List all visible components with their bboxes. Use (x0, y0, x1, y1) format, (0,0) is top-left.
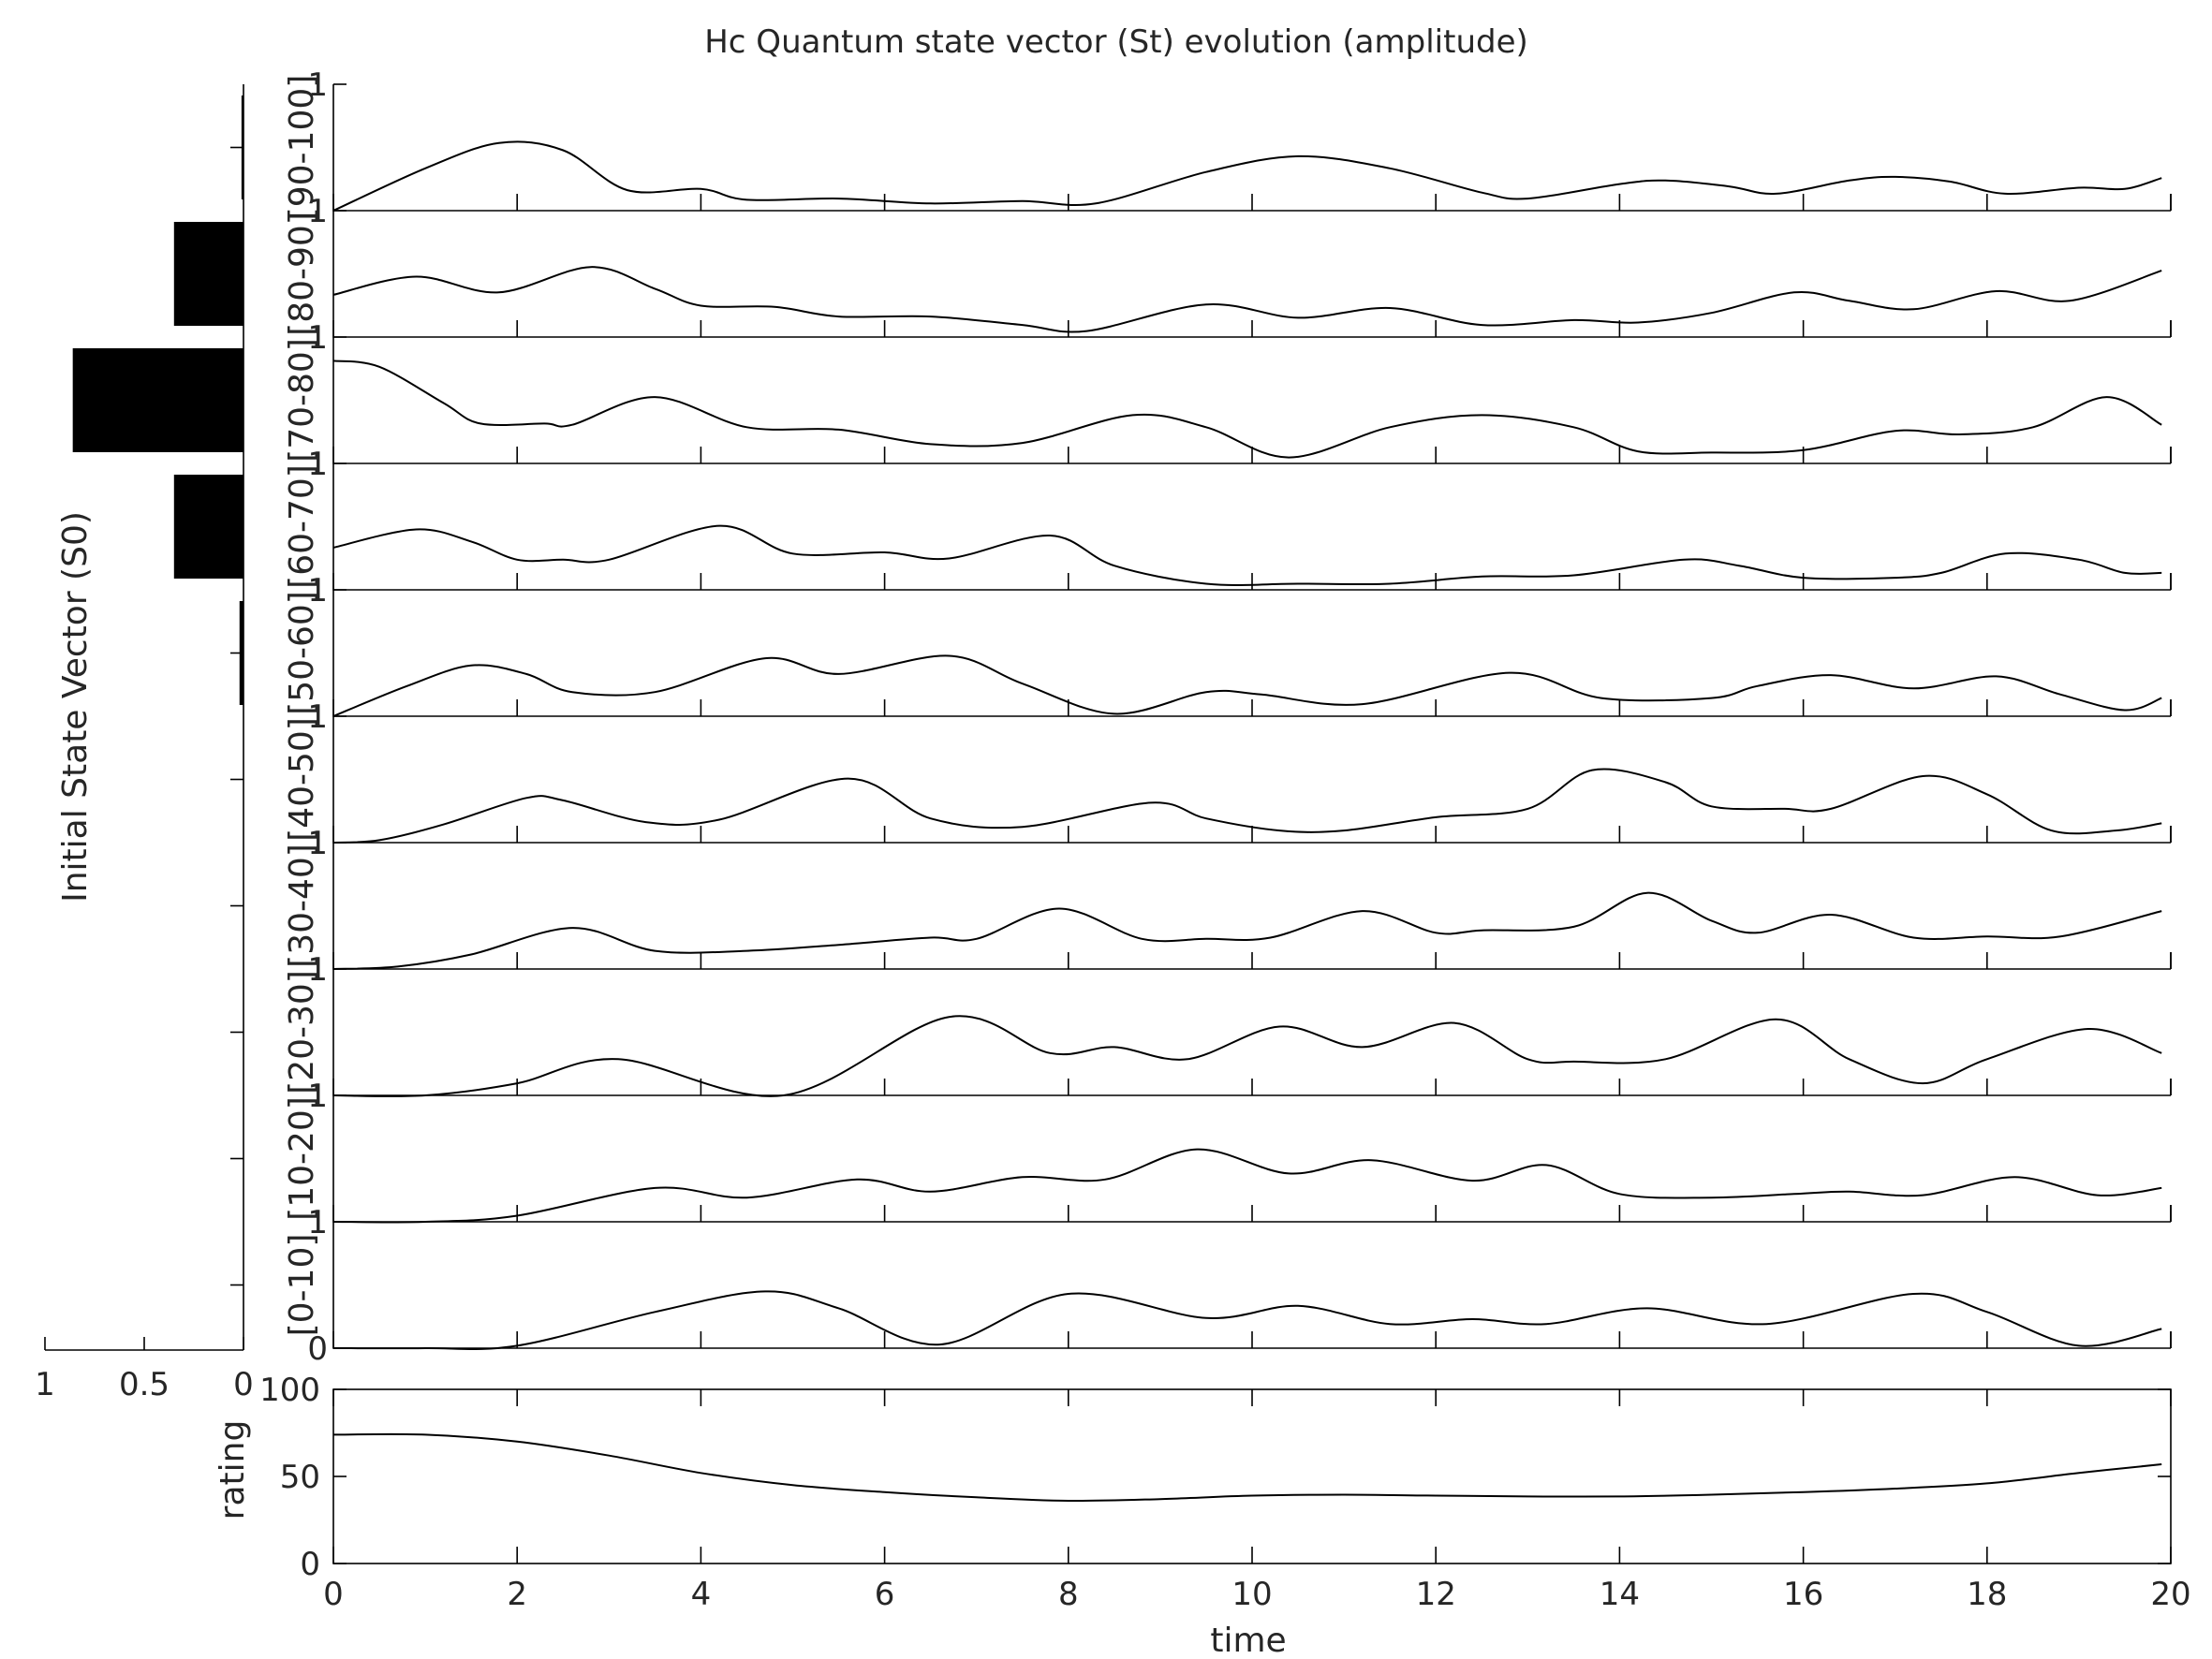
panel-axes (332, 211, 2171, 338)
series-line-2 (332, 360, 2162, 459)
panel-label: [0-10] (283, 1234, 321, 1337)
x-tick-label: 10 (1231, 1576, 1272, 1613)
panel-axes (332, 969, 2171, 1096)
x-tick-label: 20 (2150, 1576, 2190, 1613)
panel-label: [90-100] (283, 75, 321, 221)
initial-state-bar-2 (72, 348, 244, 452)
x-tick-label: 0 (323, 1576, 344, 1613)
initial-state-bar-4 (239, 601, 243, 705)
y-tick-label: 1 (307, 319, 328, 357)
panel-label: [60-70] (283, 464, 321, 589)
bar-x-tick-label: 0.5 (119, 1366, 170, 1403)
state-panel-4: 1[50-60] (283, 572, 2172, 717)
initial-state-bar-0 (241, 95, 243, 199)
y-tick-label: 1 (307, 1078, 328, 1115)
panel-label: [10-20] (283, 1096, 321, 1221)
rating-y-tick-label: 100 (259, 1372, 320, 1409)
panel-label: [40-50] (283, 717, 321, 842)
state-panel-8: 1[10-20] (283, 1078, 2172, 1224)
x-tick-label: 18 (1967, 1576, 2007, 1613)
y-tick-label: 1 (307, 446, 328, 483)
y-tick-label: 1 (307, 66, 328, 104)
panel-axes (332, 84, 2171, 212)
chart-title: Hc Quantum state vector (St) evolution (… (704, 23, 1528, 61)
bar-x-tick-label: 0 (233, 1366, 254, 1403)
series-line-1 (332, 266, 2162, 333)
panel-axes (332, 590, 2171, 717)
panel-axes (332, 337, 2171, 464)
y-tick-label: 0 (307, 1330, 328, 1368)
y-tick-label: 1 (307, 193, 328, 230)
series-line-3 (332, 524, 2162, 586)
x-tick-label: 8 (1058, 1576, 1079, 1613)
panel-label: [70-80] (283, 338, 321, 462)
rating-y-tick-label: 0 (300, 1546, 320, 1583)
series-line-8 (332, 1148, 2162, 1224)
series-line-4 (332, 654, 2162, 717)
panel-axes (332, 1222, 2171, 1349)
state-panels: 1[90-100]1[80-90]1[70-80]1[60-70]1[50-60… (283, 66, 2172, 1368)
y-tick-label: 1 (307, 1204, 328, 1241)
x-tick-label: 4 (691, 1576, 712, 1613)
panel-axes (332, 716, 2171, 844)
x-tick-label: 14 (1600, 1576, 1640, 1613)
state-panel-5: 1[40-50] (283, 698, 2172, 844)
state-panel-9: 0 1[0-10] (283, 1204, 2172, 1368)
initial-state-bar-axis: 1 0.5 0 (35, 84, 254, 1403)
series-line-5 (332, 768, 2162, 844)
panel-label: [80-90] (283, 212, 321, 336)
rating-y-tick-label: 50 (280, 1459, 320, 1496)
series-line-9 (332, 1290, 2162, 1351)
rating-frame (332, 1388, 2172, 1564)
x-tick-label: 16 (1783, 1576, 1823, 1613)
rating-line (332, 1432, 2162, 1503)
state-panel-7: 1[20-30] (283, 951, 2172, 1097)
initial-state-bar-3 (173, 475, 243, 579)
y-tick-label: 1 (307, 698, 328, 736)
x-tick-label: 12 (1416, 1576, 1456, 1613)
y-tick-label: 1 (307, 572, 328, 609)
rating-panel: 0 2 4 6 8 10 12 14 16 18 20 0 50 100 (259, 1372, 2191, 1613)
series-line-6 (332, 891, 2162, 970)
initial-state-bar-1 (173, 222, 243, 326)
initial-state-axis-label: Initial State Vector (S0) (56, 511, 95, 903)
panel-axes (332, 1095, 2171, 1223)
panel-label: [50-60] (283, 591, 321, 715)
series-line-0 (332, 140, 2162, 212)
rating-axis-label: rating (214, 1420, 252, 1520)
panel-label: [30-40] (283, 844, 321, 968)
state-panel-2: 1[70-80] (283, 319, 2172, 464)
state-panel-0: 1[90-100] (283, 66, 2172, 221)
state-panel-1: 1[80-90] (283, 193, 2172, 338)
panel-axes (332, 463, 2171, 591)
x-axis-label: time (1210, 1622, 1286, 1659)
y-tick-label: 1 (307, 951, 328, 989)
series-line-7 (332, 1015, 2162, 1097)
y-tick-label: 1 (307, 825, 328, 862)
x-tick-label: 6 (875, 1576, 895, 1613)
state-panel-3: 1[60-70] (283, 446, 2172, 591)
bar-x-tick-label: 1 (35, 1366, 55, 1403)
panel-axes (332, 843, 2171, 970)
state-panel-6: 1[30-40] (283, 825, 2172, 970)
panel-label: [20-30] (283, 970, 321, 1094)
x-tick-label: 2 (507, 1576, 527, 1613)
